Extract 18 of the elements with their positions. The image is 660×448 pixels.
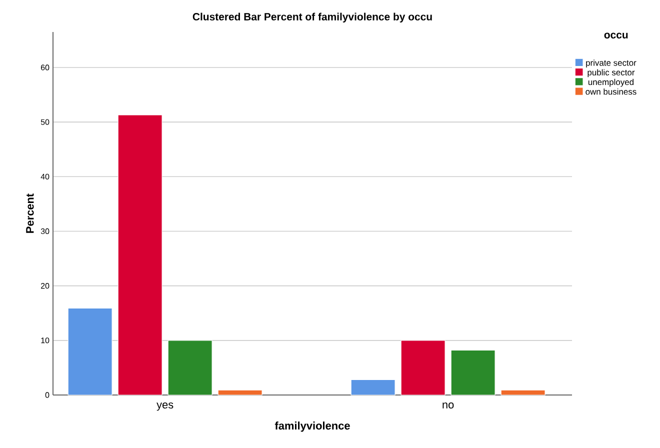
bar: [218, 390, 262, 396]
legend-label: unemployed: [588, 78, 634, 87]
x-axis-title: familyviolence: [274, 422, 350, 432]
bar: [168, 340, 212, 396]
bar: [118, 114, 162, 396]
x-tick-label: no: [442, 402, 454, 409]
bar: [500, 390, 546, 396]
bar: [68, 308, 112, 396]
bar: [450, 350, 496, 396]
legend-label: own business: [586, 88, 636, 95]
bar: [400, 340, 446, 396]
bar: [350, 379, 396, 396]
legend-title: occu: [604, 32, 628, 38]
x-tick-label: yes: [156, 402, 174, 411]
legend-label: private sector: [586, 60, 636, 68]
y-axis-title: Percent: [26, 194, 34, 233]
chart-title: Clustered Bar Percent of familyviolence by occu: [192, 12, 432, 22]
legend-label: public sector: [588, 69, 635, 78]
